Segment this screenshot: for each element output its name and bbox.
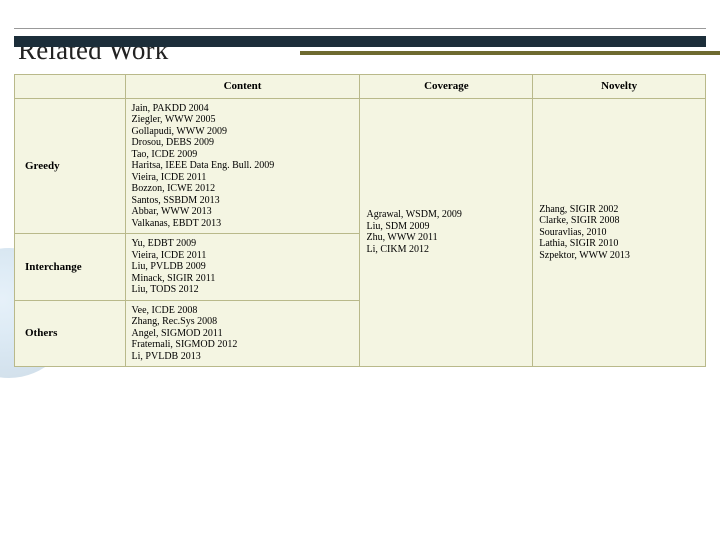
cell-others-content: Vee, ICDE 2008Zhang, Rec.Sys 2008Angel, … [125, 300, 360, 367]
cell-interchange-content: Yu, EDBT 2009Vieira, ICDE 2011Liu, PVLDB… [125, 234, 360, 301]
row-header-greedy: Greedy [15, 98, 126, 234]
row-header-others: Others [15, 300, 126, 367]
top-bar-dark [14, 36, 706, 47]
cell-novelty: Zhang, SIGIR 2002Clarke, SIGIR 2008Soura… [533, 98, 706, 367]
col-header-content: Content [125, 75, 360, 99]
table-header-row: Content Coverage Novelty [15, 75, 706, 99]
col-header-novelty: Novelty [533, 75, 706, 99]
top-bar-olive [300, 51, 720, 55]
title-rule [14, 28, 706, 29]
table-row: Greedy Jain, PAKDD 2004Ziegler, WWW 2005… [15, 98, 706, 234]
col-header-blank [15, 75, 126, 99]
related-work-table: Content Coverage Novelty Greedy Jain, PA… [14, 74, 706, 367]
col-header-coverage: Coverage [360, 75, 533, 99]
row-header-interchange: Interchange [15, 234, 126, 301]
top-bar [0, 36, 720, 55]
cell-greedy-content: Jain, PAKDD 2004Ziegler, WWW 2005Gollapu… [125, 98, 360, 234]
cell-coverage: Agrawal, WSDM, 2009Liu, SDM 2009Zhu, WWW… [360, 98, 533, 367]
